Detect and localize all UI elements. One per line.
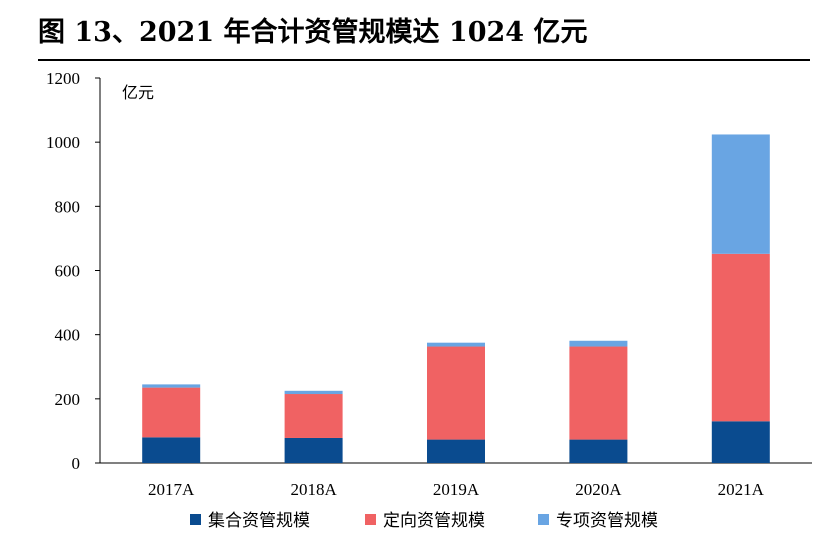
bar-segment (711, 134, 770, 254)
bar-segment (427, 342, 485, 347)
bars (142, 134, 770, 463)
figure-title: 图 13、2021 年合计资管规模达 1024 亿元 (38, 17, 588, 48)
bar-segment (711, 421, 770, 463)
x-tick-label: 2017A (148, 480, 195, 499)
legend-label: 专项资管规模 (556, 511, 658, 531)
legend-label: 定向资管规模 (383, 511, 485, 531)
x-tick-label: 2018A (290, 480, 337, 499)
legend-label: 集合资管规模 (208, 511, 310, 531)
x-tick-label: 2019A (433, 480, 480, 499)
bar-segment (284, 394, 343, 438)
bar-segment (427, 439, 485, 463)
y-tick-label: 0 (72, 454, 81, 473)
bar-segment (142, 387, 201, 438)
bar-segment (569, 439, 628, 463)
y-tick-label: 1200 (46, 69, 80, 88)
bar-segment (284, 390, 343, 395)
bar-segment (569, 346, 628, 440)
x-tick-label: 2021A (718, 480, 765, 499)
legend: 集合资管规模 定向资管规模 专项资管规模 (190, 511, 658, 531)
y-tick-label: 800 (55, 197, 81, 216)
bar-segment (427, 346, 485, 440)
y-tick-label: 1000 (46, 133, 80, 152)
y-unit-label: 亿元 (122, 83, 154, 102)
bar-segment (711, 253, 770, 422)
title-rule (38, 59, 810, 61)
bar-segment (142, 384, 201, 388)
legend-swatch (365, 514, 376, 525)
legend-swatch (538, 514, 549, 525)
legend-swatch (190, 514, 201, 525)
x-tick-label: 2020A (575, 480, 622, 499)
x-axis: 2017A 2018A 2019A 2020A 2021A (100, 462, 812, 499)
bar-segment (569, 340, 628, 347)
y-tick-label: 200 (55, 390, 81, 409)
y-tick-label: 600 (55, 262, 81, 281)
bar-segment (142, 437, 201, 463)
y-axis: 0 200 400 600 800 1000 1200 (46, 69, 101, 473)
y-tick-label: 400 (55, 326, 81, 345)
bar-segment (284, 437, 343, 463)
